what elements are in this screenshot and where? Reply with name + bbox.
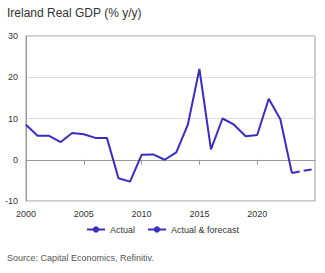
svg-text:2020: 2020 [247, 209, 267, 219]
svg-text:2000: 2000 [16, 209, 36, 219]
svg-text:10: 10 [8, 114, 18, 124]
svg-text:30: 30 [8, 31, 18, 41]
svg-text:20: 20 [8, 72, 18, 82]
svg-text:2015: 2015 [189, 209, 209, 219]
svg-text:Source: Capital Economics, Ref: Source: Capital Economics, Refinitiv. [7, 253, 154, 263]
svg-text:Ireland Real GDP (% y/y): Ireland Real GDP (% y/y) [7, 6, 142, 20]
svg-text:Actual & forecast: Actual & forecast [171, 225, 240, 235]
svg-text:-10: -10 [5, 196, 18, 206]
svg-text:2010: 2010 [132, 209, 152, 219]
svg-text:2005: 2005 [74, 209, 94, 219]
svg-text:0: 0 [13, 155, 18, 165]
svg-text:Actual: Actual [110, 225, 135, 235]
